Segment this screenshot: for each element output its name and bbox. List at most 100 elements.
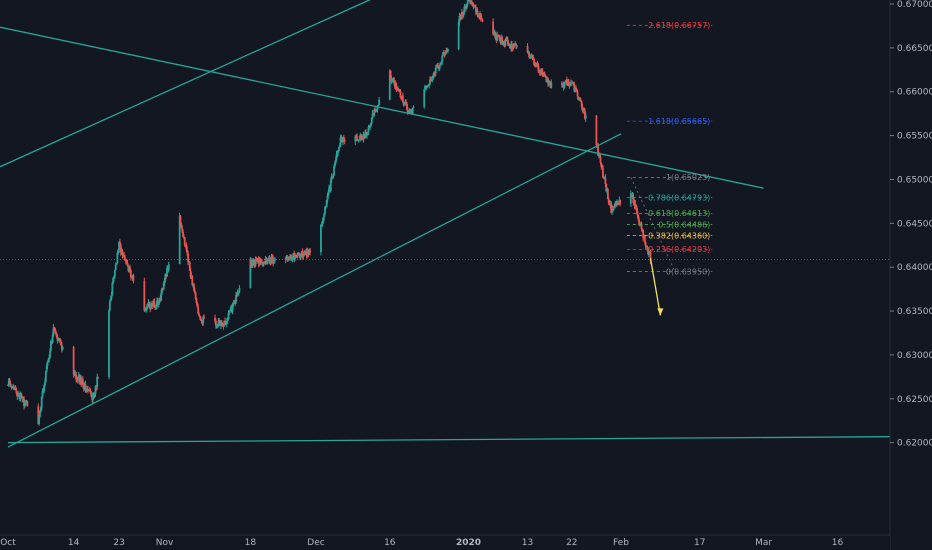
candle-body <box>375 109 378 112</box>
candle-body <box>432 75 435 78</box>
candle-body <box>145 309 147 311</box>
time-tick-label: Feb <box>613 538 629 548</box>
candle-body <box>273 258 276 262</box>
candle-body <box>231 303 234 312</box>
candle-body <box>389 70 392 79</box>
candle-body <box>640 223 643 229</box>
candle-body <box>613 206 616 208</box>
candle-body <box>164 274 167 281</box>
candle-body <box>251 265 253 266</box>
candle-body <box>118 241 120 251</box>
candle-body <box>38 416 41 425</box>
candle-body <box>198 313 200 316</box>
candle-body <box>469 0 472 4</box>
candle-body <box>600 162 603 167</box>
candle-body <box>179 216 182 224</box>
candle-body <box>167 264 170 271</box>
projection-arrow[interactable] <box>649 258 664 316</box>
candle-body <box>438 67 440 69</box>
candle-body <box>365 132 368 137</box>
candle-body <box>357 139 360 141</box>
candle-body <box>646 246 649 251</box>
candle-body <box>20 394 23 397</box>
candle-body <box>634 200 636 209</box>
candle-body <box>299 255 302 258</box>
candle-body <box>15 390 18 394</box>
projection-arrow-head <box>657 308 664 316</box>
candle-body <box>619 199 622 204</box>
candle-body <box>41 391 44 397</box>
candle-body <box>563 82 566 88</box>
candle-body <box>59 339 62 343</box>
candle-body <box>501 37 504 45</box>
candle-body <box>402 95 404 102</box>
candle-body <box>388 70 391 100</box>
candle-body <box>431 77 434 80</box>
candle-body <box>528 52 531 58</box>
trendline-descending-resistance[interactable] <box>0 17 764 189</box>
candle-body <box>296 254 299 256</box>
candle-body <box>371 113 374 119</box>
candle-body <box>598 155 601 157</box>
price-tick-label: 0.64500 <box>897 219 932 229</box>
price-axis[interactable]: 0.67000 0.66500 0.66000 0.65500 0.65000 0.645… <box>889 0 932 550</box>
time-tick-label: 16 <box>384 538 396 548</box>
fib-extension-tool[interactable]: 2.618(0.66757) 1.618(0.65665) 1(0.65023) 0.… <box>626 21 713 276</box>
candle-body <box>37 406 40 425</box>
trendline-horizontal-support[interactable] <box>7 435 917 444</box>
candle-body <box>635 205 638 211</box>
time-tick-label: 18 <box>245 538 257 548</box>
candle-body <box>367 127 370 133</box>
time-tick-label: 16 <box>832 538 844 548</box>
candle-body <box>94 385 97 394</box>
candle-body <box>606 188 609 200</box>
candle-body <box>223 320 226 326</box>
candle-body <box>249 259 252 288</box>
candle-body <box>250 259 253 266</box>
candle-body <box>614 203 617 207</box>
candle-body <box>531 55 534 58</box>
candle-body <box>270 256 273 264</box>
candle-body <box>460 16 463 20</box>
candle-body <box>457 22 460 50</box>
candle-body <box>124 257 126 261</box>
candle-body <box>502 41 504 45</box>
candle-body <box>238 287 241 293</box>
candle-body <box>124 260 127 262</box>
price-tick-label: 0.62500 <box>897 395 932 405</box>
candle-body <box>506 39 509 45</box>
trendline-rising-channel-upper[interactable] <box>0 0 371 188</box>
candle-body <box>45 365 48 372</box>
candle-body <box>493 33 495 35</box>
candle-body <box>26 401 29 407</box>
fib-level-label: 0.618(0.64613) <box>648 209 710 218</box>
candle-body <box>193 290 196 293</box>
candle-body <box>75 374 78 380</box>
candle-body <box>526 45 529 53</box>
candle-body <box>406 104 408 110</box>
candle-body <box>377 105 380 106</box>
candle-body <box>194 292 197 299</box>
candle-body <box>202 316 205 324</box>
candle-body <box>465 4 468 9</box>
trendline-rising-support[interactable] <box>7 133 622 448</box>
candle-body <box>607 199 610 204</box>
candle-body <box>47 359 50 362</box>
candle-body <box>252 259 255 264</box>
fib-level-label: 0.786(0.64793) <box>648 193 710 202</box>
candle-body <box>617 204 620 206</box>
candle-body <box>92 393 94 400</box>
candle-body <box>390 78 393 81</box>
price-tick-label: 0.63000 <box>897 351 932 361</box>
candle-body <box>40 396 43 408</box>
time-axis[interactable]: Oct 14 23 Nov 18 Dec 16 2020 13 22 Feb 17 Mar 16 <box>0 534 890 550</box>
candle-body <box>180 223 183 229</box>
price-tick-label: 0.64000 <box>897 263 932 273</box>
fib-level-label: 0.382(0.64360) <box>648 231 710 240</box>
candle-body <box>225 321 228 325</box>
candle-body <box>320 224 323 226</box>
candle-body <box>529 56 531 58</box>
candle-body <box>14 387 17 391</box>
trendlines-layer[interactable] <box>0 0 917 448</box>
